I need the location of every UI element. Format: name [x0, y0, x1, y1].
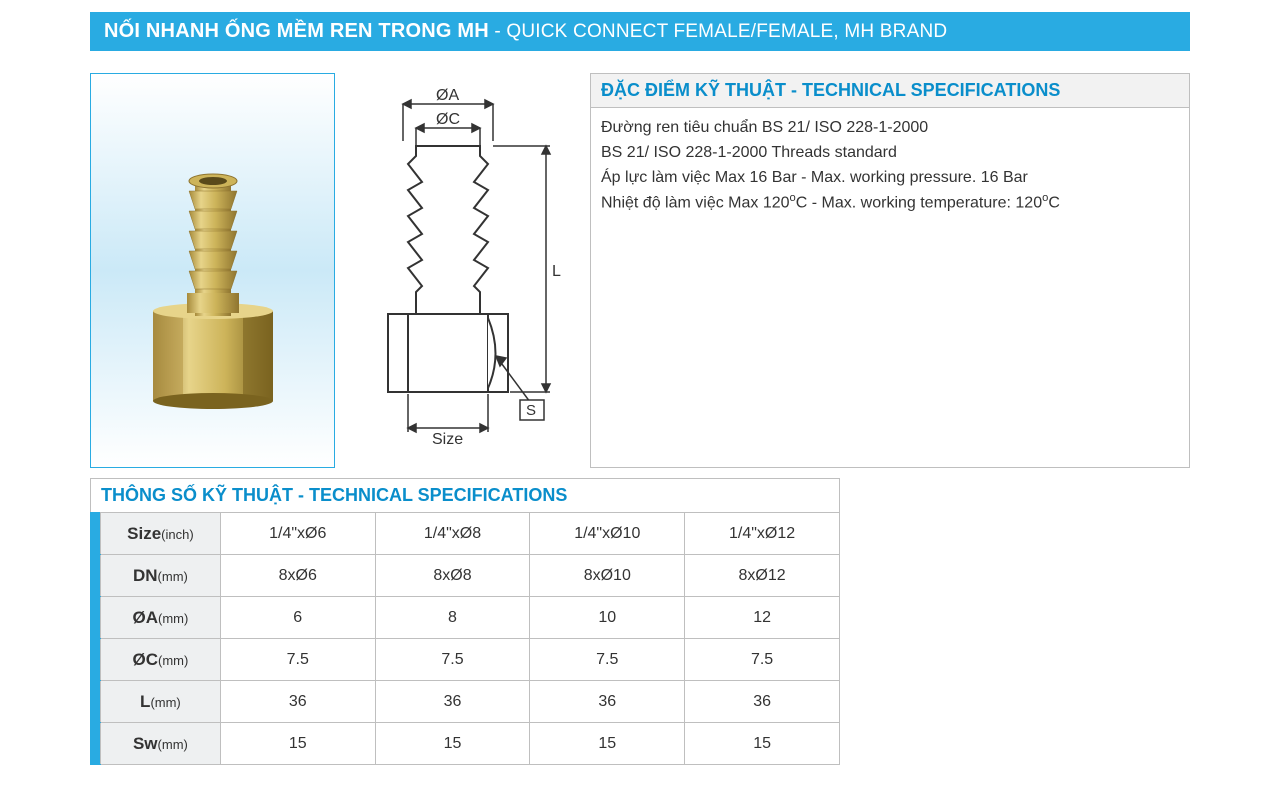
spec-table-wrap: THÔNG SỐ KỸ THUẬT - TECHNICAL SPECIFICAT… — [90, 478, 1190, 765]
spec-line-4: Nhiệt độ làm việc Max 120oC - Max. worki… — [601, 190, 1179, 216]
label-s: S — [526, 402, 536, 419]
param-header: L(mm) — [100, 681, 220, 723]
tech-spec-header: ĐẶC ĐIỂM KỸ THUẬT - TECHNICAL SPECIFICAT… — [591, 74, 1189, 108]
accent-cell — [91, 723, 101, 765]
table-cell: 8 — [375, 597, 530, 639]
diagram-svg: ØA ØC — [348, 86, 578, 456]
table-cell: 36 — [375, 681, 530, 723]
table-row: DN(mm)8xØ68xØ88xØ108xØ12 — [91, 555, 840, 597]
top-row: ØA ØC — [90, 73, 1190, 468]
table-cell: 8xØ8 — [375, 555, 530, 597]
title-main: NỐI NHANH ỐNG MỀM REN TRONG MH — [104, 20, 489, 42]
label-oa: ØA — [436, 87, 459, 104]
table-cell: 1/4"xØ12 — [685, 513, 840, 555]
spec-line-2: BS 21/ ISO 228-1-2000 Threads standard — [601, 141, 1179, 166]
table-cell: 6 — [220, 597, 375, 639]
label-size: Size — [432, 431, 463, 448]
table-cell: 8xØ12 — [685, 555, 840, 597]
table-cell: 10 — [530, 597, 685, 639]
table-cell: 15 — [220, 723, 375, 765]
table-row: ØA(mm)681012 — [91, 597, 840, 639]
spec-line-1: Đường ren tiêu chuẩn BS 21/ ISO 228-1-20… — [601, 116, 1179, 141]
accent-cell — [91, 681, 101, 723]
table-cell: 36 — [685, 681, 840, 723]
table-cell: 8xØ10 — [530, 555, 685, 597]
title-sub: - QUICK CONNECT FEMALE/FEMALE, MH BRAND — [489, 21, 947, 42]
table-row: Sw(mm)15151515 — [91, 723, 840, 765]
technical-diagram: ØA ØC — [335, 73, 590, 468]
table-cell: 1/4"xØ8 — [375, 513, 530, 555]
accent-cell — [91, 513, 101, 555]
label-l: L — [552, 263, 561, 280]
accent-cell — [91, 597, 101, 639]
spec-table-title: THÔNG SỐ KỸ THUẬT - TECHNICAL SPECIFICAT… — [90, 478, 840, 512]
table-row: L(mm)36363636 — [91, 681, 840, 723]
table-row: Size(inch)1/4"xØ61/4"xØ81/4"xØ101/4"xØ12 — [91, 513, 840, 555]
spec-table: Size(inch)1/4"xØ61/4"xØ81/4"xØ101/4"xØ12… — [90, 512, 840, 765]
brass-fitting-illustration — [143, 131, 283, 411]
accent-cell — [91, 555, 101, 597]
table-cell: 36 — [220, 681, 375, 723]
label-oc: ØC — [436, 111, 460, 128]
param-header: DN(mm) — [100, 555, 220, 597]
accent-cell — [91, 639, 101, 681]
table-cell: 7.5 — [220, 639, 375, 681]
table-cell: 15 — [375, 723, 530, 765]
table-cell: 15 — [530, 723, 685, 765]
param-header: Sw(mm) — [100, 723, 220, 765]
table-cell: 1/4"xØ6 — [220, 513, 375, 555]
table-cell: 7.5 — [530, 639, 685, 681]
table-cell: 36 — [530, 681, 685, 723]
spec-line-3: Áp lực làm việc Max 16 Bar - Max. workin… — [601, 166, 1179, 191]
table-cell: 8xØ6 — [220, 555, 375, 597]
table-cell: 7.5 — [375, 639, 530, 681]
product-photo — [90, 73, 335, 468]
tech-spec-body: Đường ren tiêu chuẩn BS 21/ ISO 228-1-20… — [591, 108, 1189, 225]
param-header: ØA(mm) — [100, 597, 220, 639]
title-bar: NỐI NHANH ỐNG MỀM REN TRONG MH - QUICK C… — [90, 12, 1190, 51]
param-header: Size(inch) — [100, 513, 220, 555]
table-cell: 15 — [685, 723, 840, 765]
table-row: ØC(mm)7.57.57.57.5 — [91, 639, 840, 681]
table-cell: 1/4"xØ10 — [530, 513, 685, 555]
table-cell: 7.5 — [685, 639, 840, 681]
tech-spec-box: ĐẶC ĐIỂM KỸ THUẬT - TECHNICAL SPECIFICAT… — [590, 73, 1190, 468]
param-header: ØC(mm) — [100, 639, 220, 681]
table-cell: 12 — [685, 597, 840, 639]
